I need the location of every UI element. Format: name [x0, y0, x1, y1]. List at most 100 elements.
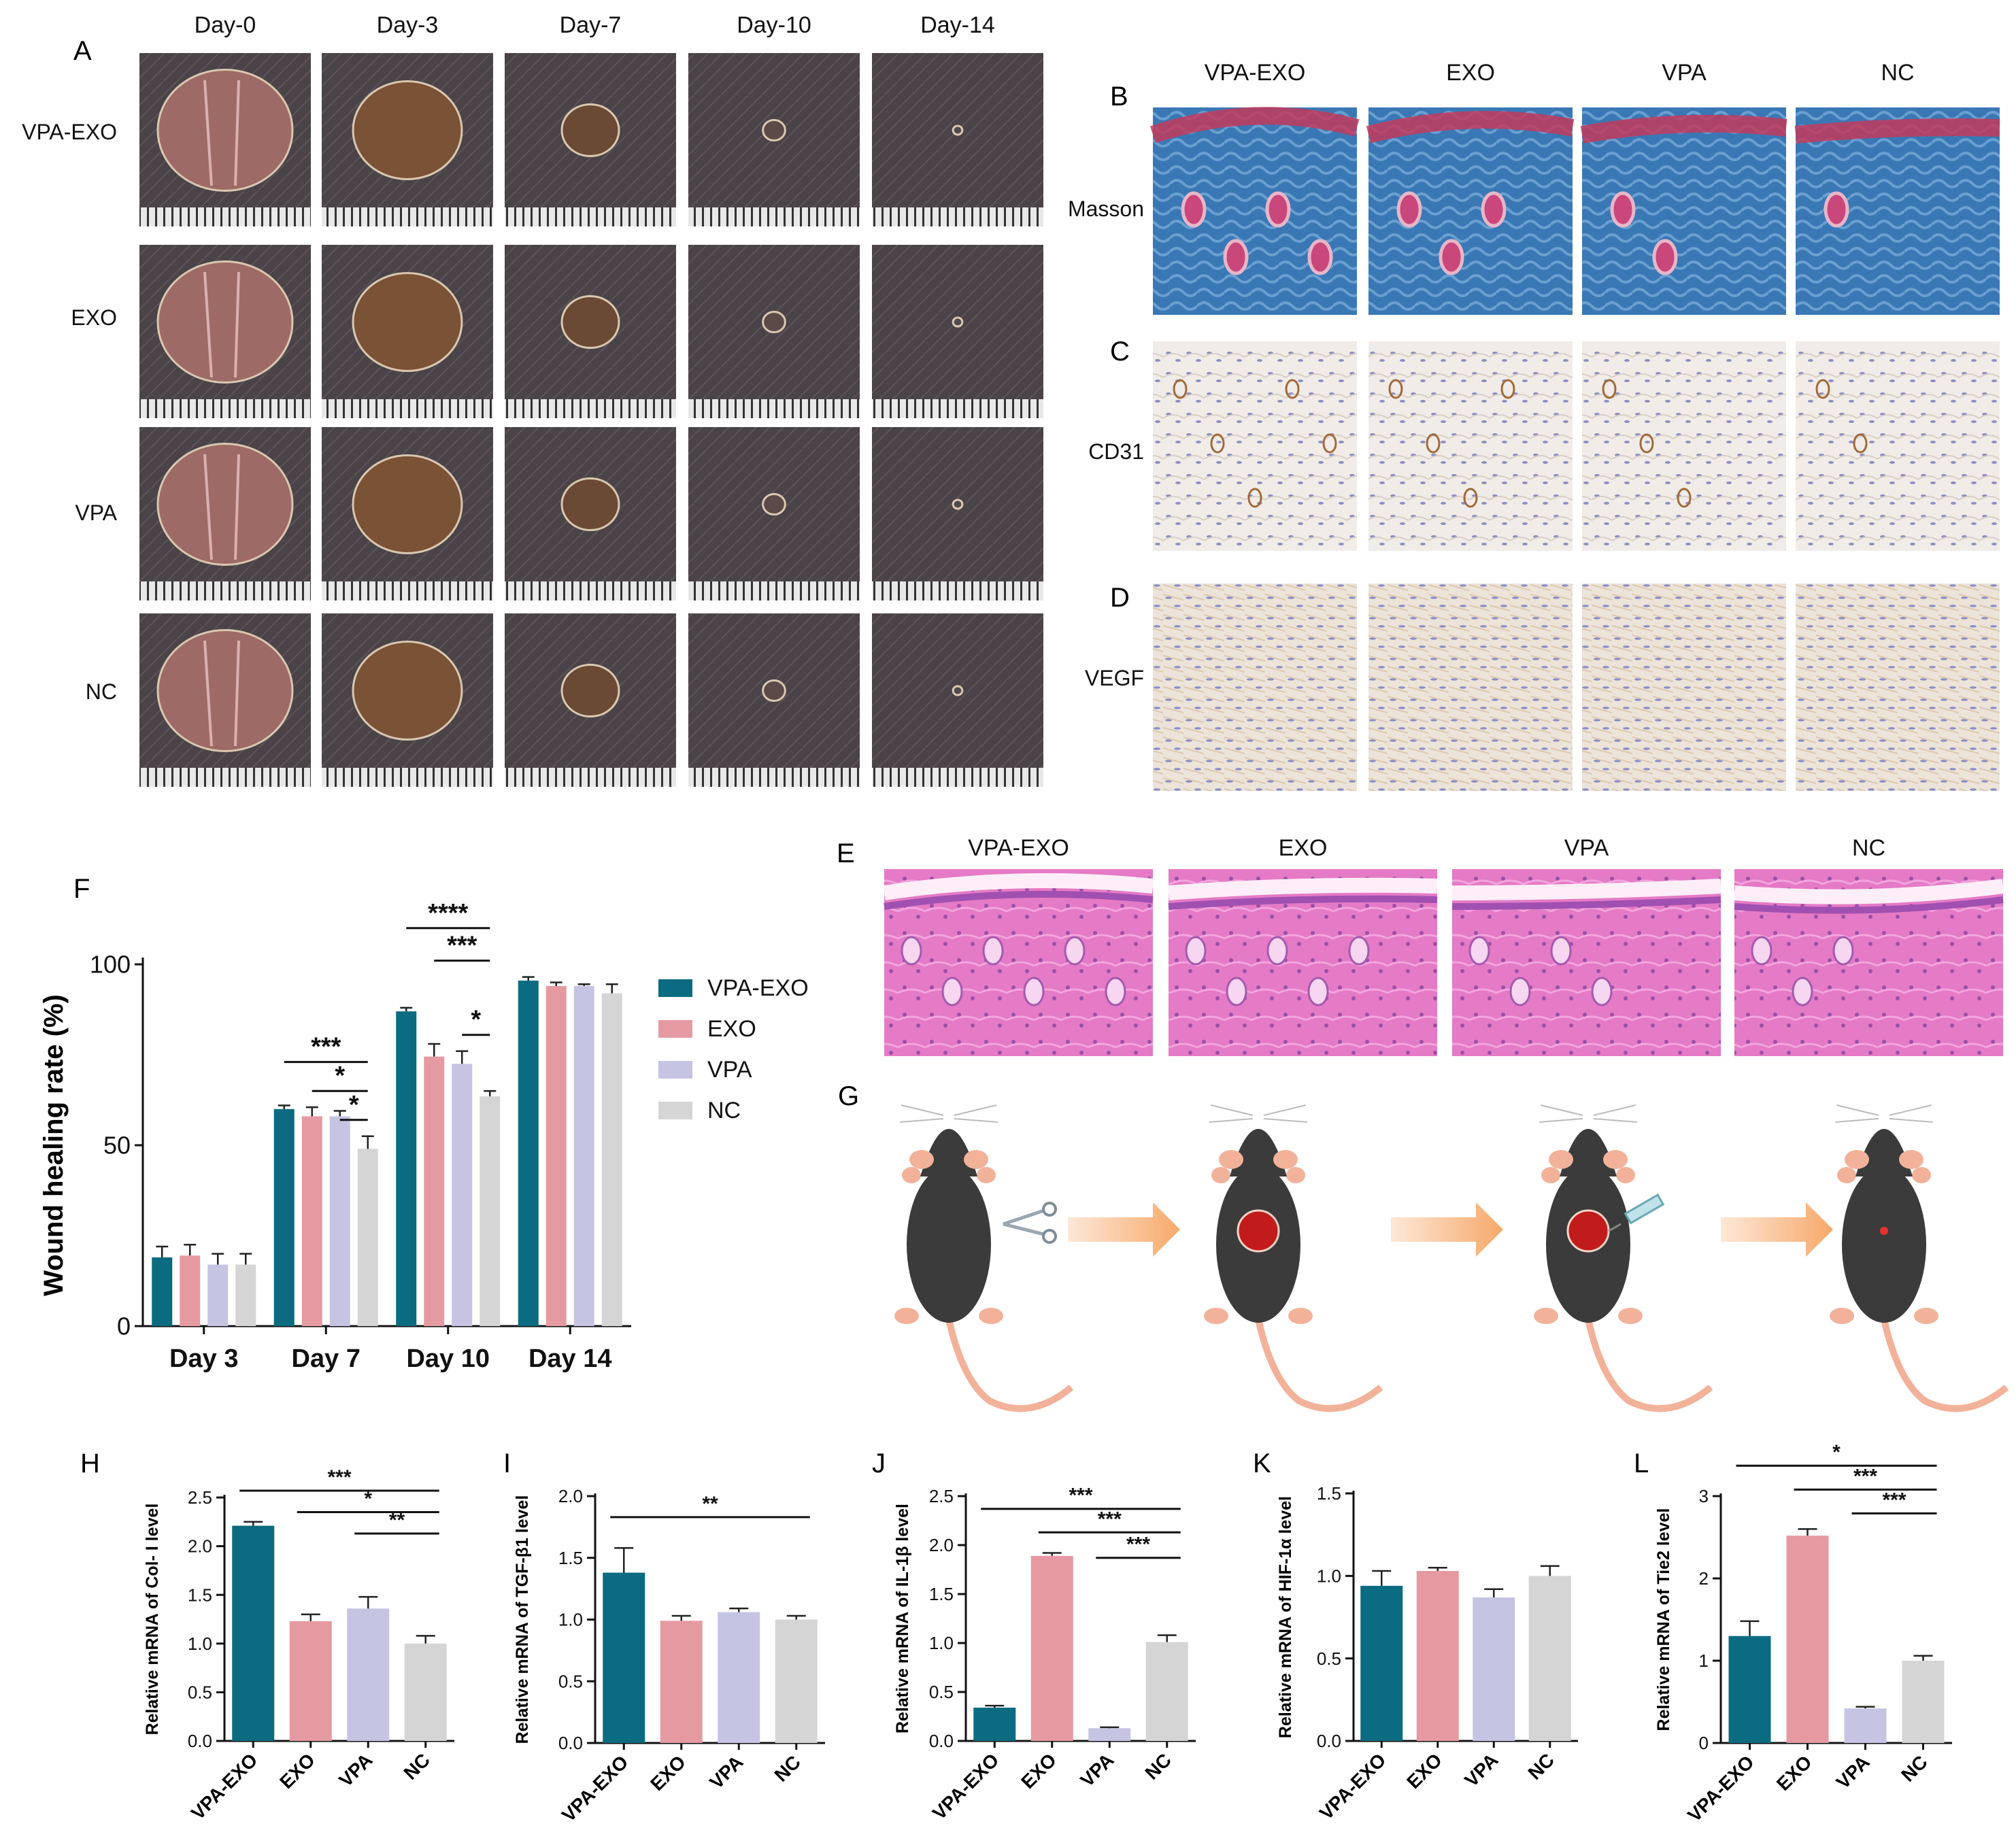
- ruler-scale: [505, 581, 676, 600]
- he-surface: [1451, 879, 1721, 900]
- bar-vpa: [1473, 1597, 1515, 1741]
- ruler-scale: [139, 399, 311, 418]
- bar-nc: [1528, 1576, 1571, 1741]
- wound-healed-dot: [1880, 1227, 1888, 1235]
- micrograph-tile: [1582, 341, 1786, 551]
- mouse-hind-paw: [1914, 1308, 1938, 1324]
- he-epidermis: [1734, 896, 2004, 914]
- cd31-vessel: [1853, 433, 1868, 454]
- mouse-whisker: [1889, 1104, 1934, 1123]
- cd31-vessel: [1173, 379, 1188, 399]
- day-header-3: Day-10: [737, 12, 811, 38]
- he-follicle: [1792, 977, 1813, 1006]
- wound-area: [560, 664, 620, 717]
- wound-highlight: [203, 454, 240, 560]
- micrograph-tile: [1368, 583, 1573, 791]
- y-tick-label: 3: [1699, 1486, 1709, 1506]
- mouse-ear: [1899, 1150, 1923, 1169]
- cd31-vessel: [1815, 379, 1830, 399]
- bar-nc-3: [601, 993, 622, 1326]
- wound-area: [352, 641, 463, 741]
- cd31-vessel: [1285, 379, 1300, 399]
- hair-follicle: [1481, 191, 1507, 228]
- ruler-scale: [688, 207, 860, 226]
- bar-exo: [1786, 1536, 1829, 1743]
- mouse-tail: [1585, 1318, 1713, 1412]
- day-header-2: Day-7: [560, 12, 622, 38]
- mouse-whisker: [1539, 1104, 1583, 1123]
- wound-circle: [1566, 1209, 1610, 1253]
- group-label-0: VPA-EXO: [22, 120, 117, 144]
- hair-follicle: [1265, 191, 1291, 228]
- panel-e-he-micrographs: [883, 869, 2004, 1056]
- e-col-header-0: VPA-EXO: [968, 835, 1069, 861]
- he-follicle: [1064, 936, 1086, 966]
- process-arrow-1: [1391, 1202, 1503, 1257]
- panel-b-column-headers: VPA-EXO EXO VPA NC: [1205, 60, 1915, 86]
- bar-vpa-exo-0: [152, 1257, 173, 1326]
- ruler-scale: [322, 399, 493, 418]
- cd31-vessel: [1210, 433, 1225, 454]
- ruler-scale: [872, 399, 1043, 418]
- panel-a-wound-photos: [139, 53, 1043, 787]
- legend-label-2: VPA: [707, 1057, 752, 1083]
- bar-nc: [775, 1619, 818, 1743]
- panel-letter-h: H: [80, 1449, 100, 1478]
- process-arrow-0: [1068, 1202, 1180, 1257]
- y-tick-label: 0: [1699, 1733, 1709, 1753]
- wound-highlight: [203, 640, 240, 747]
- hair-follicle: [1652, 239, 1678, 275]
- mouse-hind-paw: [894, 1308, 919, 1324]
- wound-area: [156, 629, 294, 752]
- e-col-header-1: EXO: [1279, 835, 1328, 861]
- bar-exo: [289, 1621, 332, 1741]
- mouse-front-paw: [1616, 1167, 1635, 1183]
- ruler-scale: [688, 581, 860, 600]
- bar-nc-1: [357, 1149, 378, 1326]
- group-label-1: EXO: [71, 305, 117, 330]
- mouse-ear: [1845, 1150, 1869, 1169]
- cd31-vessel: [1677, 488, 1692, 508]
- wound-highlight: [203, 80, 240, 186]
- y-tick-label: 1.5: [1317, 1483, 1341, 1504]
- significance-stars: *: [364, 1487, 372, 1510]
- bar-vpa: [1088, 1728, 1131, 1741]
- y-tick-label: 0.5: [558, 1671, 583, 1691]
- bar-vpa-exo: [1360, 1585, 1403, 1741]
- legend-label-0: VPA-EXO: [707, 975, 809, 1001]
- mouse-ear: [1273, 1150, 1298, 1169]
- significance-stars: *: [1832, 1441, 1841, 1463]
- y-tick-label: 1.5: [558, 1548, 583, 1568]
- y-tick-label: 1.5: [929, 1584, 954, 1604]
- he-follicle: [1832, 936, 1854, 966]
- y-tick-label: 2: [1699, 1568, 1709, 1589]
- micrograph-tile: [1153, 341, 1357, 551]
- panel-letter-a: A: [73, 36, 92, 66]
- wound-area: [952, 498, 964, 510]
- bd-col-header-0: VPA-EXO: [1205, 60, 1306, 86]
- he-surface: [1168, 877, 1438, 900]
- bar-nc: [1145, 1642, 1188, 1741]
- panel-letter-d: D: [1110, 583, 1130, 613]
- micrograph-tile: [1796, 341, 2000, 551]
- x-tick-label-1: EXO: [275, 1749, 319, 1793]
- y-tick-label: 2.0: [188, 1536, 212, 1557]
- bar-nc: [1902, 1661, 1945, 1743]
- ruler-scale: [139, 207, 311, 226]
- he-follicle: [1509, 977, 1531, 1006]
- significance-stars: ***: [1853, 1465, 1877, 1487]
- cd31-vessel: [1500, 379, 1515, 399]
- bar-vpa-exo: [232, 1525, 275, 1741]
- x-tick-label-0: VPA-EXO: [1683, 1751, 1758, 1826]
- mouse-whisker: [1593, 1104, 1638, 1123]
- panel-a-group-labels: VPA-EXO EXO VPA NC: [22, 120, 118, 704]
- x-tick-label-0: VPA-EXO: [1315, 1749, 1390, 1824]
- scissors-icon: [1003, 1208, 1045, 1236]
- y-axis-label: Wound healing rate (%): [39, 994, 69, 1296]
- wound-area: [762, 310, 786, 334]
- x-tick-label-3: NC: [1524, 1749, 1558, 1784]
- mouse-head: [1560, 1129, 1617, 1177]
- mouse-hind-paw: [1534, 1308, 1558, 1324]
- y-tick-label: 1.5: [188, 1585, 212, 1605]
